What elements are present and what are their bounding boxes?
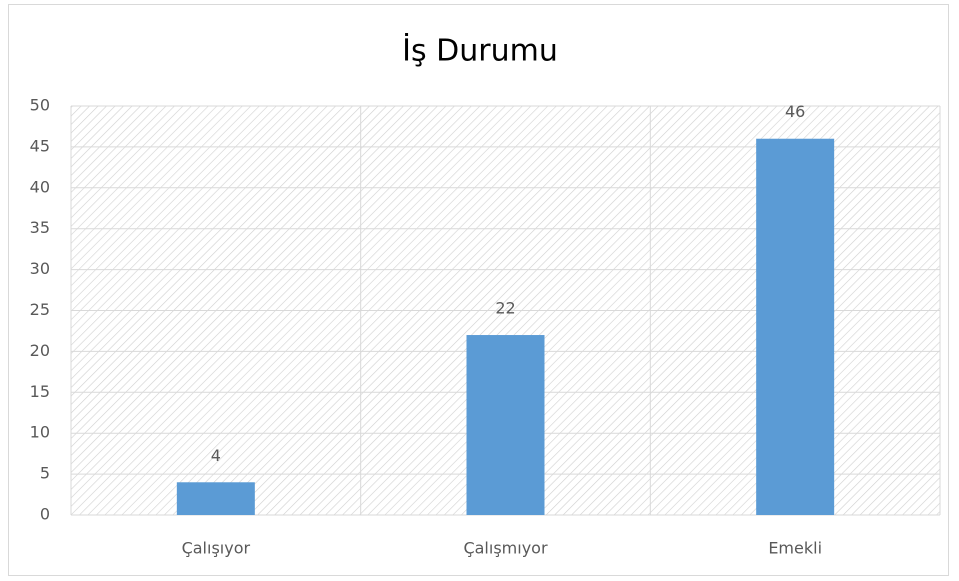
x-tick-label: Emekli — [768, 539, 822, 558]
y-tick-label: 10 — [30, 423, 50, 442]
y-tick-label: 35 — [30, 218, 50, 237]
data-label: 22 — [495, 299, 515, 318]
y-tick-label: 40 — [30, 177, 50, 196]
chart-title: İş Durumu — [402, 33, 558, 69]
bar — [756, 138, 835, 515]
data-label: 46 — [785, 102, 805, 121]
y-tick-label: 30 — [30, 259, 50, 278]
y-tick-label: 20 — [30, 341, 50, 360]
bar — [466, 335, 545, 515]
data-label: 4 — [211, 446, 221, 465]
x-tick-label: Çalışıyor — [182, 539, 251, 558]
bar — [176, 482, 255, 515]
y-tick-label: 45 — [30, 136, 50, 155]
y-tick-label: 50 — [30, 96, 50, 115]
x-tick-label: Çalışmıyor — [463, 539, 547, 558]
y-tick-label: 15 — [30, 382, 50, 401]
y-tick-label: 0 — [40, 505, 50, 524]
y-tick-label: 25 — [30, 300, 50, 319]
y-tick-label: 5 — [40, 464, 50, 483]
